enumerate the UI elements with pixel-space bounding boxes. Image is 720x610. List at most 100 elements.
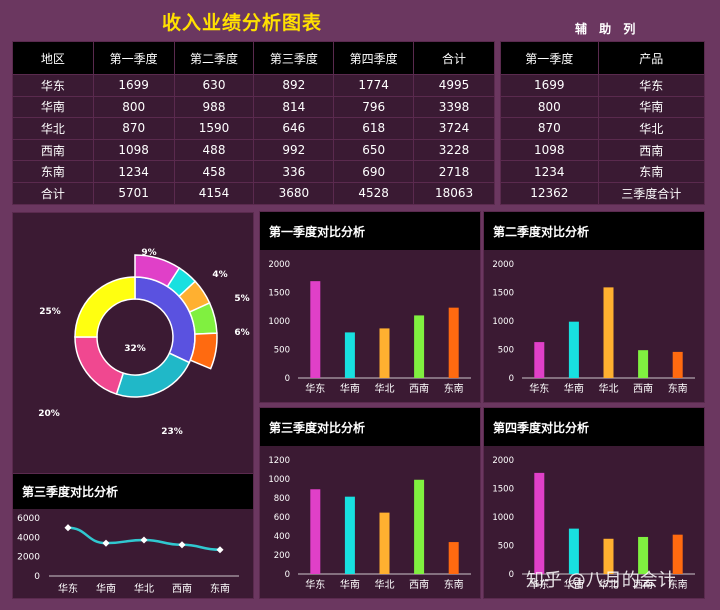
table-cell: 1098 [500, 138, 599, 162]
table-cell: 650 [333, 138, 415, 162]
table-cell: 华北 [597, 117, 706, 140]
bar [568, 321, 579, 378]
table-cell: 800 [92, 95, 175, 119]
table-row: 华北 870 1590 646 618 3724 [12, 117, 495, 140]
x-tick-label: 西南 [409, 578, 429, 591]
table-cell: 4528 [333, 181, 415, 205]
x-tick-label: 华南 [564, 578, 584, 591]
table-row: 合计 5701 4154 3680 4528 18063 [12, 181, 495, 205]
y-tick-label: 500 [498, 542, 514, 552]
x-tick-label: 西南 [633, 382, 653, 395]
y-tick-label: 500 [498, 346, 514, 356]
table-cell: 华东 [597, 74, 706, 97]
column-header: 第二季度 [173, 41, 255, 75]
bar [568, 528, 579, 574]
q3-bar-chart: 0 200 400 600 800 1000 1200 华东 华南 华北 西南 东南 [268, 456, 471, 591]
bar [672, 534, 683, 574]
bar [344, 332, 355, 378]
x-tick-label: 华北 [375, 578, 395, 591]
y-tick-label: 200 [274, 551, 290, 561]
x-tick-label: 东南 [668, 382, 688, 395]
table-cell: 1234 [500, 160, 599, 183]
pie-data-label: 20% [38, 409, 60, 419]
y-tick-label: 0 [285, 570, 290, 580]
table-cell: 1590 [173, 117, 255, 140]
q4-bar-chart: 0 500 1000 1500 2000 华东 华南 华北 西南 东南 [492, 456, 695, 591]
x-tick-label: 华北 [599, 382, 619, 395]
table-cell: 870 [92, 117, 175, 140]
table-header-row: 第一季度 产品 [500, 41, 706, 75]
bar [638, 350, 649, 378]
y-tick-label: 2000 [492, 260, 514, 270]
donut-chart: 9% 4% 5% 6% 23% 20% 25% 32% [38, 248, 249, 437]
x-tick-label: 西南 [409, 382, 429, 395]
table-row: 华南 800 988 814 796 3398 [12, 95, 495, 119]
table-cell: 892 [253, 74, 335, 97]
q3-chart-panel: 第三季度对比分析 0 200 400 600 800 1000 1200 华东 华南 华北 西南 东南 [259, 407, 481, 599]
x-tick-label: 东南 [210, 582, 230, 595]
x-tick-label: 东南 [444, 578, 464, 591]
table-cell: 3680 [253, 181, 335, 205]
x-tick-label: 华北 [134, 582, 154, 595]
y-tick-label: 4000 [17, 533, 40, 543]
bar [344, 496, 355, 574]
pie-data-label: 6% [234, 328, 249, 338]
inner-ring-slice [74, 276, 136, 338]
y-tick-label: 2000 [268, 260, 290, 270]
line-point [64, 524, 72, 532]
y-tick-label: 600 [274, 513, 290, 523]
x-tick-label: 华南 [340, 382, 360, 395]
y-tick-label: 400 [274, 532, 290, 542]
page-title: 收入业绩分析图表 [162, 12, 323, 34]
table-cell: 1234 [92, 160, 175, 183]
x-tick-label: 华南 [96, 582, 116, 595]
column-header: 地区 [12, 41, 94, 75]
x-tick-label: 华东 [305, 578, 325, 591]
y-tick-label: 1000 [492, 317, 514, 327]
line-point [178, 541, 186, 549]
table-cell: 1699 [500, 74, 599, 97]
donut-chart-panel: 9% 4% 5% 6% 23% 20% 25% 32% [12, 212, 254, 474]
bar [448, 307, 459, 378]
q4-chart-panel: 第四季度对比分析 0 500 1000 1500 2000 华东 华南 华北 西南 东南 [483, 407, 705, 599]
table-row: 800 华南 [500, 95, 706, 119]
x-tick-label: 华北 [375, 382, 395, 395]
table-cell: 3228 [413, 138, 495, 162]
y-tick-label: 6000 [17, 514, 40, 524]
table-cell: 华南 [597, 95, 706, 119]
table-cell: 18063 [413, 181, 495, 205]
table-row: 西南 1098 488 992 650 3228 [12, 138, 495, 162]
table-cell: 华南 [12, 95, 94, 119]
table-cell: 992 [253, 138, 335, 162]
watermark: 知乎 @八月的会计 [526, 570, 676, 591]
revenue-table: 地区 第一季度 第二季度 第三季度 第四季度 合计 华东 1699 630 892 1774 499… [12, 41, 495, 205]
table-row: 1098 西南 [500, 138, 706, 162]
bar [310, 489, 321, 574]
table-row: 1234 东南 [500, 160, 706, 183]
x-tick-label: 华北 [599, 578, 619, 591]
y-tick-label: 0 [34, 572, 40, 582]
table-row: 870 华北 [500, 117, 706, 140]
table-row: 华东 1699 630 892 1774 4995 [12, 74, 495, 97]
y-tick-label: 2000 [17, 553, 40, 563]
x-tick-label: 华东 [58, 582, 78, 595]
table-cell: 488 [173, 138, 255, 162]
y-tick-label: 1500 [268, 289, 290, 299]
table-cell: 690 [333, 160, 415, 183]
x-tick-label: 西南 [633, 578, 653, 591]
y-tick-label: 0 [509, 570, 514, 580]
column-header: 合计 [413, 41, 495, 75]
table-cell: 800 [500, 95, 599, 119]
table-cell: 1774 [333, 74, 415, 97]
table-cell: 合计 [12, 181, 94, 205]
table-cell: 5701 [92, 181, 175, 205]
x-tick-label: 东南 [444, 382, 464, 395]
column-header: 第三季度 [253, 41, 335, 75]
table-cell: 458 [173, 160, 255, 183]
table-cell: 3724 [413, 117, 495, 140]
y-tick-label: 1500 [492, 485, 514, 495]
table-cell: 618 [333, 117, 415, 140]
pie-data-label: 4% [212, 270, 227, 280]
line-chart-title: 第三季度对比分析 [13, 474, 253, 509]
table-cell: 东南 [12, 160, 94, 183]
